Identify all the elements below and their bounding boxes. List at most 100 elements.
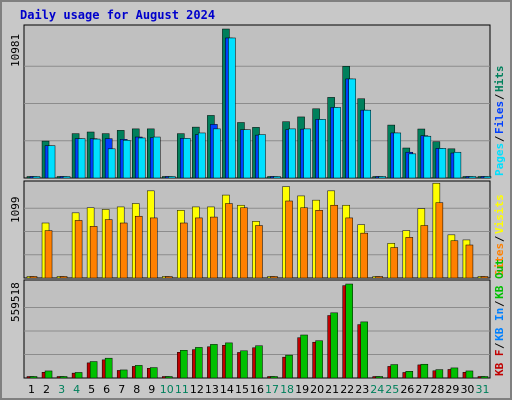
bar-sites bbox=[405, 237, 414, 279]
bar-sites bbox=[59, 276, 68, 279]
legend-entry: Visits bbox=[493, 194, 506, 234]
bar-sites bbox=[435, 202, 444, 279]
day-label: 23 bbox=[355, 383, 369, 396]
day-label: 14 bbox=[220, 383, 234, 396]
bar-sites bbox=[420, 225, 429, 279]
bar-kb-out bbox=[420, 363, 429, 379]
bar-pages bbox=[393, 132, 402, 179]
bar-sites bbox=[104, 219, 113, 279]
panel-visits-sites: 1099 Sites/Visits bbox=[9, 180, 506, 279]
day-label: 11 bbox=[175, 383, 189, 396]
bar-pages bbox=[333, 107, 341, 179]
bar-pages bbox=[273, 176, 281, 179]
bar-kb-out bbox=[255, 345, 263, 379]
day-label: 12 bbox=[190, 383, 204, 396]
panel-max-label: 10981 bbox=[9, 34, 22, 67]
panel-legend: Sites/Visits bbox=[493, 194, 506, 276]
bar-kb-out bbox=[59, 376, 68, 379]
day-label: 2 bbox=[43, 383, 50, 396]
legend-entry: KB In bbox=[493, 308, 506, 341]
bar-sites bbox=[375, 276, 383, 279]
bar-pages bbox=[483, 176, 492, 179]
day-label: 24 bbox=[370, 383, 384, 396]
bar-sites bbox=[180, 222, 188, 279]
bar-pages bbox=[288, 128, 296, 179]
bar-sites bbox=[390, 247, 399, 279]
series-pages bbox=[32, 37, 492, 179]
bar-kb-out bbox=[29, 376, 38, 379]
bar-pages bbox=[453, 151, 462, 179]
bar-pages bbox=[153, 136, 161, 179]
legend-separator: / bbox=[493, 135, 506, 142]
bar-pages bbox=[258, 134, 266, 179]
bar-kb-out bbox=[240, 350, 248, 379]
bar-sites bbox=[44, 230, 53, 279]
bar-kb-out bbox=[300, 334, 308, 379]
day-label: 18 bbox=[280, 383, 294, 396]
bar-pages bbox=[62, 176, 71, 179]
legend-entry: Hits bbox=[493, 66, 506, 93]
legend-entry: Sites bbox=[493, 243, 506, 276]
bar-pages bbox=[363, 109, 371, 179]
legend-separator: / bbox=[493, 93, 506, 100]
day-label: 5 bbox=[88, 383, 95, 396]
day-label: 13 bbox=[205, 383, 219, 396]
bar-sites bbox=[150, 217, 158, 279]
bar-sites bbox=[465, 244, 474, 279]
day-label: 28 bbox=[430, 383, 444, 396]
bar-kb-out bbox=[390, 364, 399, 379]
day-label: 4 bbox=[73, 383, 80, 396]
day-label: 27 bbox=[415, 383, 429, 396]
legend-separator: / bbox=[493, 235, 506, 242]
bar-kb-out bbox=[345, 283, 353, 379]
legend-entry: Pages bbox=[493, 143, 506, 176]
bar-sites bbox=[165, 276, 173, 279]
day-label: 17 bbox=[265, 383, 279, 396]
bar-pages bbox=[408, 153, 417, 179]
day-label: 25 bbox=[385, 383, 399, 396]
series-sites bbox=[29, 200, 489, 279]
day-label: 7 bbox=[118, 383, 125, 396]
bar-kb-out bbox=[119, 369, 128, 379]
bar-sites bbox=[89, 226, 98, 279]
legend-entry: KB F bbox=[493, 350, 506, 377]
bar-sites bbox=[74, 220, 83, 279]
day-label: 3 bbox=[58, 383, 65, 396]
bar-pages bbox=[183, 138, 191, 179]
bar-sites bbox=[450, 240, 459, 279]
bar-kb-out bbox=[165, 376, 173, 379]
bar-sites bbox=[29, 276, 38, 279]
chart-panels: 10981Pages/Files/Hits1099Sites/Visits559… bbox=[9, 24, 506, 379]
day-label: 9 bbox=[148, 383, 155, 396]
bar-sites bbox=[300, 207, 308, 279]
bar-sites bbox=[134, 215, 143, 279]
day-label: 8 bbox=[133, 383, 140, 396]
bar-kb-out bbox=[375, 376, 383, 379]
bar-pages bbox=[438, 148, 447, 179]
day-label: 29 bbox=[445, 383, 459, 396]
day-label: 22 bbox=[340, 383, 354, 396]
bar-kb-out bbox=[285, 354, 293, 379]
bar-sites bbox=[285, 200, 293, 279]
panel-legend: Pages/Files/Hits bbox=[493, 66, 506, 177]
bar-kb-out bbox=[405, 371, 414, 379]
bar-pages bbox=[32, 176, 41, 179]
legend-entry: Files bbox=[493, 101, 506, 134]
chart-title: Daily usage for August 2024 bbox=[20, 8, 215, 22]
legend-separator: / bbox=[493, 300, 506, 307]
legend-separator: / bbox=[493, 342, 506, 349]
bar-kb-out bbox=[225, 342, 233, 379]
bar-sites bbox=[240, 207, 248, 279]
bar-sites bbox=[330, 204, 338, 279]
bar-pages bbox=[228, 37, 236, 179]
bar-kb-out bbox=[330, 312, 338, 379]
bar-sites bbox=[195, 217, 203, 279]
bar-pages bbox=[303, 128, 311, 179]
panel-max-label: 559518 bbox=[9, 282, 22, 322]
bar-pages bbox=[137, 137, 146, 179]
bar-sites bbox=[225, 203, 233, 279]
bar-pages bbox=[378, 176, 386, 179]
